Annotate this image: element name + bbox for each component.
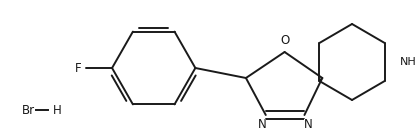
Text: H: H <box>52 103 61 116</box>
Text: F: F <box>75 61 81 74</box>
Text: Br: Br <box>22 103 35 116</box>
Text: N: N <box>304 118 313 131</box>
Text: N: N <box>257 118 266 131</box>
Text: NH: NH <box>399 57 416 67</box>
Text: O: O <box>280 33 289 46</box>
